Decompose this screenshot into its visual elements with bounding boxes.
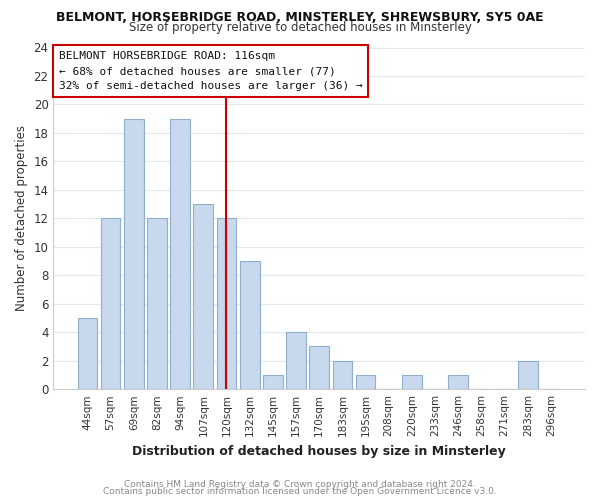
- Bar: [101, 218, 121, 389]
- Text: BELMONT HORSEBRIDGE ROAD: 116sqm
← 68% of detached houses are smaller (77)
32% o: BELMONT HORSEBRIDGE ROAD: 116sqm ← 68% o…: [59, 51, 362, 92]
- Bar: [263, 375, 283, 389]
- Bar: [286, 332, 306, 389]
- Bar: [332, 360, 352, 389]
- Bar: [217, 218, 236, 389]
- Bar: [124, 118, 143, 389]
- Bar: [448, 375, 468, 389]
- Bar: [193, 204, 213, 389]
- Text: Size of property relative to detached houses in Minsterley: Size of property relative to detached ho…: [128, 21, 472, 34]
- Bar: [518, 360, 538, 389]
- Y-axis label: Number of detached properties: Number of detached properties: [15, 126, 28, 312]
- Bar: [147, 218, 167, 389]
- Bar: [356, 375, 376, 389]
- Bar: [170, 118, 190, 389]
- Text: BELMONT, HORSEBRIDGE ROAD, MINSTERLEY, SHREWSBURY, SY5 0AE: BELMONT, HORSEBRIDGE ROAD, MINSTERLEY, S…: [56, 11, 544, 24]
- Bar: [240, 261, 260, 389]
- Bar: [77, 318, 97, 389]
- Text: Contains public sector information licensed under the Open Government Licence v3: Contains public sector information licen…: [103, 487, 497, 496]
- Bar: [402, 375, 422, 389]
- Text: Contains HM Land Registry data © Crown copyright and database right 2024.: Contains HM Land Registry data © Crown c…: [124, 480, 476, 489]
- Bar: [310, 346, 329, 389]
- X-axis label: Distribution of detached houses by size in Minsterley: Distribution of detached houses by size …: [133, 444, 506, 458]
